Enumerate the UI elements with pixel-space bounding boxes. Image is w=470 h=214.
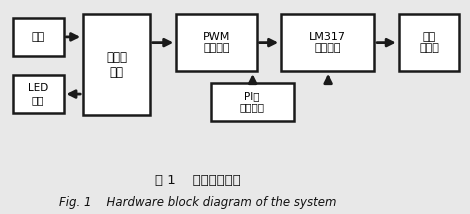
Text: LM317
稳压芯片: LM317 稳压芯片 bbox=[309, 32, 346, 54]
Bar bbox=[13, 75, 63, 113]
Text: LED
显示: LED 显示 bbox=[28, 83, 48, 105]
Bar bbox=[211, 83, 294, 121]
Bar bbox=[83, 14, 150, 115]
Bar bbox=[399, 14, 459, 71]
Text: Fig. 1    Hardware block diagram of the system: Fig. 1 Hardware block diagram of the sys… bbox=[59, 196, 336, 209]
Text: 电源
输出口: 电源 输出口 bbox=[419, 32, 439, 54]
Bar bbox=[176, 14, 257, 71]
Bar bbox=[13, 18, 63, 56]
Bar bbox=[281, 14, 374, 71]
Text: 键盘: 键盘 bbox=[31, 32, 45, 42]
Text: PI型
滤波电路: PI型 滤波电路 bbox=[240, 91, 265, 113]
Text: 图 1    系统硬件结构: 图 1 系统硬件结构 bbox=[155, 174, 240, 187]
Text: PWM
稳定输出: PWM 稳定输出 bbox=[203, 32, 230, 54]
Text: 单片机
系统: 单片机 系统 bbox=[106, 51, 127, 79]
